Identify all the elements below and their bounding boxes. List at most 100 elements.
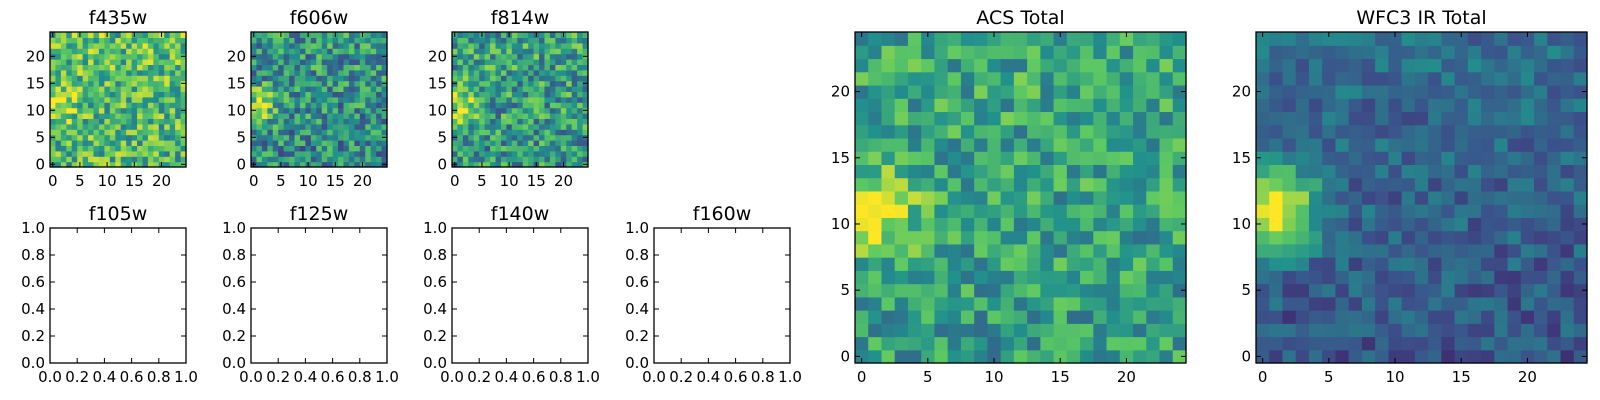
heatmap-cell	[71, 150, 78, 157]
heatmap-cell	[305, 96, 312, 103]
heatmap-cell	[479, 129, 486, 136]
heatmap-cell	[1053, 323, 1068, 338]
heatmap-cell	[1295, 323, 1310, 338]
panel-title: f140w	[491, 203, 550, 225]
heatmap-cell	[147, 107, 154, 114]
heatmap-cell	[549, 102, 556, 109]
heatmap-cell	[1335, 111, 1350, 126]
heatmap-cell	[267, 48, 274, 55]
heatmap-cell	[1027, 84, 1041, 99]
heatmap-cell	[310, 118, 317, 125]
heatmap-cell	[1053, 217, 1068, 232]
heatmap-cell	[1172, 217, 1187, 232]
heatmap-cell	[1454, 177, 1469, 192]
heatmap-cell	[1295, 71, 1310, 86]
heatmap-cell	[1335, 283, 1350, 298]
heatmap-cell	[1269, 310, 1284, 324]
heatmap-cell	[533, 59, 540, 65]
heatmap-cell	[528, 42, 535, 49]
heatmap-cell	[457, 91, 464, 98]
heatmap-cell	[1172, 270, 1187, 285]
heatmap-cell	[283, 150, 290, 157]
heatmap-cell	[370, 69, 377, 76]
heatmap-cell	[1308, 190, 1323, 205]
heatmap-cell	[381, 129, 388, 136]
heatmap-cell	[376, 37, 383, 44]
y-tick-label: 20	[831, 83, 850, 101]
heatmap-cell	[517, 48, 524, 55]
heatmap-cell	[1066, 111, 1081, 126]
y-tick-label: 20	[1232, 83, 1251, 101]
heatmap-cell	[517, 123, 524, 130]
heatmap-cell	[365, 42, 372, 49]
heatmap-cell	[544, 59, 551, 65]
heatmap-cell	[354, 129, 361, 136]
heatmap-cell	[1269, 190, 1284, 205]
heatmap-cell	[126, 107, 133, 114]
heatmap-cell	[1066, 98, 1081, 113]
heatmap-cell	[343, 140, 350, 146]
heatmap-cell	[1013, 58, 1028, 73]
heatmap-cell	[1335, 323, 1350, 338]
heatmap-cell	[305, 118, 312, 125]
heatmap-cell	[577, 48, 584, 55]
x-tick-label: 0	[249, 172, 259, 190]
heatmap-cell	[131, 150, 138, 157]
heatmap-cell	[855, 45, 869, 60]
heatmap-cell	[479, 91, 486, 98]
heatmap-cell	[66, 118, 73, 125]
heatmap-cell	[1388, 45, 1403, 60]
heatmap-cell	[1133, 336, 1147, 351]
heatmap-cell	[1269, 349, 1284, 364]
heatmap-cell	[1375, 84, 1389, 99]
heatmap-cell	[1454, 45, 1469, 60]
heatmap-cell	[1481, 204, 1495, 218]
heatmap-cell	[359, 134, 366, 141]
heatmap-cell	[947, 336, 962, 351]
heatmap-cell	[109, 156, 116, 163]
heatmap-cell	[278, 123, 285, 130]
heatmap-cell	[1066, 58, 1081, 73]
heatmap-cell	[71, 64, 78, 71]
heatmap-cell	[1361, 190, 1376, 205]
heatmap-cell	[566, 91, 573, 98]
heatmap-cell	[544, 113, 551, 119]
heatmap-cell	[376, 123, 383, 130]
heatmap-cell	[158, 80, 165, 87]
heatmap-cell	[289, 129, 296, 136]
heatmap-cell	[577, 91, 584, 98]
heatmap-cell	[1401, 32, 1416, 46]
heatmap-cell	[539, 150, 546, 157]
heatmap-cell	[370, 53, 377, 60]
heatmap-cell	[582, 75, 589, 82]
heatmap-cell	[1146, 84, 1161, 99]
panel-title: WFC3 IR Total	[1356, 7, 1486, 29]
heatmap-cell	[947, 164, 962, 179]
heatmap-cell	[289, 107, 296, 114]
heatmap-cell	[251, 118, 258, 125]
heatmap-cell	[1256, 283, 1270, 298]
heatmap-cell	[299, 145, 306, 152]
heatmap-cell	[109, 53, 116, 60]
heatmap-cell	[1119, 296, 1134, 311]
heatmap-cell	[1441, 111, 1456, 126]
heatmap-cell	[332, 113, 339, 119]
heatmap-cell	[1348, 296, 1363, 311]
heatmap-cell	[126, 123, 133, 130]
heatmap-cell	[1308, 71, 1323, 86]
heatmap-cell	[1573, 296, 1588, 311]
heatmap-cell	[1507, 111, 1522, 126]
heatmap-cell	[354, 156, 361, 163]
heatmap-cell	[566, 118, 573, 125]
heatmap-cell	[120, 48, 127, 55]
heatmap-cell	[539, 32, 546, 38]
heatmap-cell	[50, 86, 57, 92]
heatmap-cell	[316, 32, 323, 38]
heatmap-cell	[82, 37, 89, 44]
heatmap-cell	[571, 156, 578, 163]
heatmap-cell	[549, 59, 556, 65]
heatmap-cell	[153, 48, 160, 55]
heatmap-cell	[153, 91, 160, 98]
heatmap-cell	[1520, 283, 1535, 298]
heatmap-cell	[566, 113, 573, 119]
